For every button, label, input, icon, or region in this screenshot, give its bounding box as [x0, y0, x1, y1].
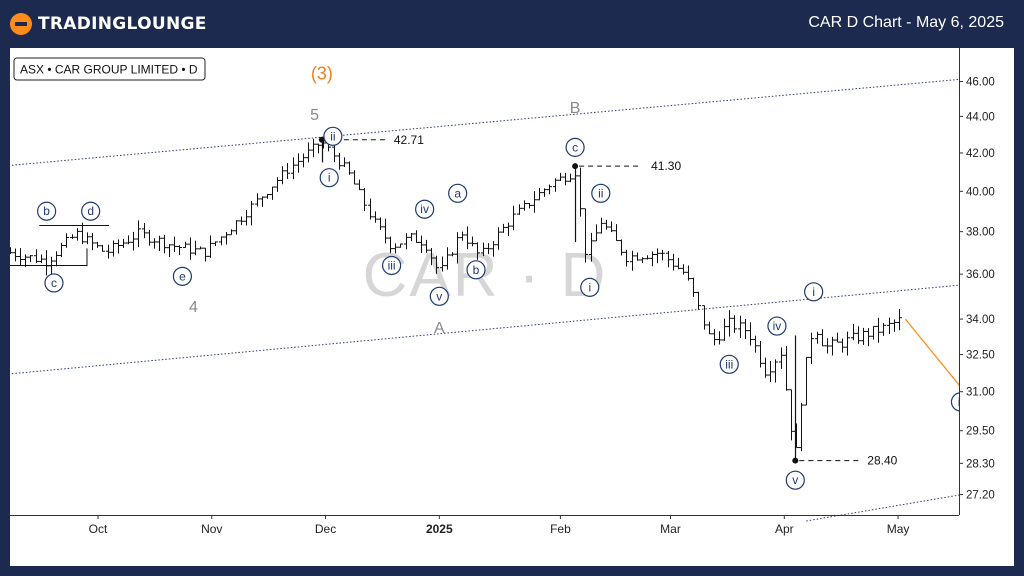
x-tick-label: Nov	[201, 522, 222, 536]
y-tick-label: 38.00	[966, 227, 995, 239]
wave-label: ii	[598, 186, 603, 200]
y-tick-label: 29.50	[966, 426, 995, 438]
x-tick-label: 2025	[426, 522, 453, 536]
wave-label: B	[570, 100, 581, 117]
price-marker	[318, 136, 325, 143]
instrument-label-box	[13, 57, 206, 81]
wave-label: d	[87, 204, 94, 218]
y-axis-area	[959, 48, 1014, 566]
channel-line	[0, 278, 1024, 376]
wave-label: c	[572, 140, 578, 154]
price-marker	[572, 163, 579, 170]
x-tick-label: Dec	[315, 522, 336, 536]
y-tick-label: 36.00	[966, 269, 995, 281]
price-annotation-label: 41.30	[651, 159, 681, 173]
x-tick-label: Apr	[775, 522, 794, 536]
wave-label-circle	[415, 199, 435, 219]
wave-label-circle	[44, 273, 64, 293]
wave-label: i	[812, 285, 815, 299]
wave-label-circle	[448, 183, 468, 203]
wave-label-circle	[767, 316, 787, 336]
wave-label: i	[328, 171, 331, 185]
pattern-line	[6, 248, 88, 266]
logo-text: TRADINGLOUNGE	[38, 14, 207, 34]
wave-label: iii	[725, 357, 733, 371]
wave-label-circle	[172, 266, 193, 286]
y-tick-label: 34.00	[966, 314, 995, 326]
tradinglounge-logo: TRADINGLOUNGE	[10, 13, 207, 35]
x-tick-label: May	[887, 522, 910, 536]
y-tick-label: 44.00	[966, 111, 995, 123]
price-annotation-label: 42.71	[394, 133, 424, 147]
y-tick-label: 31.00	[966, 387, 995, 399]
chart-header: TRADINGLOUNGE CAR D Chart - May 6, 2025	[0, 0, 1024, 48]
wave-label-circle	[319, 168, 339, 188]
wave-label: c	[51, 276, 57, 290]
x-tick-label: Oct	[89, 522, 108, 536]
logo-mark-icon	[10, 13, 32, 35]
wave-label: a	[454, 186, 461, 200]
y-tick-label: 28.30	[966, 458, 995, 470]
watermark-text: CAR · D	[363, 241, 608, 310]
wave-label-circle	[785, 470, 805, 490]
wave-label-circle	[580, 277, 600, 297]
wave-label-circle	[466, 260, 486, 280]
y-tick-label: 42.00	[966, 148, 995, 160]
chart-title: CAR D Chart - May 6, 2025	[808, 14, 1004, 31]
wave-label: 4	[189, 299, 198, 316]
wave-label: b	[43, 204, 50, 218]
wave-label: A	[434, 320, 445, 337]
price-marker	[792, 457, 799, 464]
wave-label-circle	[323, 126, 343, 146]
wave-label: iv	[420, 202, 429, 216]
instrument-label: ASX • CAR GROUP LIMITED • D	[20, 63, 198, 77]
wave-label-circle	[804, 282, 824, 302]
y-tick-label: 32.50	[966, 350, 995, 362]
wave-label: iv	[773, 319, 782, 333]
wave-label: v	[792, 473, 798, 487]
wave-label-circle	[591, 183, 611, 203]
x-tick-label: Mar	[660, 522, 681, 536]
wave-label-circle	[37, 201, 57, 221]
wave-label-circle	[719, 354, 739, 374]
wave-label-circle	[382, 255, 402, 276]
y-tick-label: 46.00	[966, 76, 995, 88]
x-tick-label: Feb	[550, 522, 571, 536]
wave-label: v	[436, 289, 442, 303]
wave-label: e	[179, 269, 186, 283]
wave-label-circle	[81, 201, 101, 221]
wave-label: b	[473, 263, 480, 277]
channel-line	[0, 73, 1024, 167]
wave-label: ii	[330, 129, 335, 143]
chart-panel: CAR · D 42.71 41.30 28.40 (3) 5 B A 4 ii i iii iv v…	[0, 48, 1024, 566]
wave-label-circle	[565, 137, 585, 157]
y-tick-label: 27.20	[966, 490, 995, 502]
wave-label-circle	[429, 286, 449, 306]
wave-label: (3)	[311, 64, 333, 84]
wave-label: 5	[310, 107, 319, 124]
price-annotation-label: 28.40	[867, 454, 897, 468]
y-tick-label: 40.00	[966, 186, 995, 198]
wave-label: i	[588, 280, 591, 294]
wave-label: iii	[388, 258, 396, 272]
